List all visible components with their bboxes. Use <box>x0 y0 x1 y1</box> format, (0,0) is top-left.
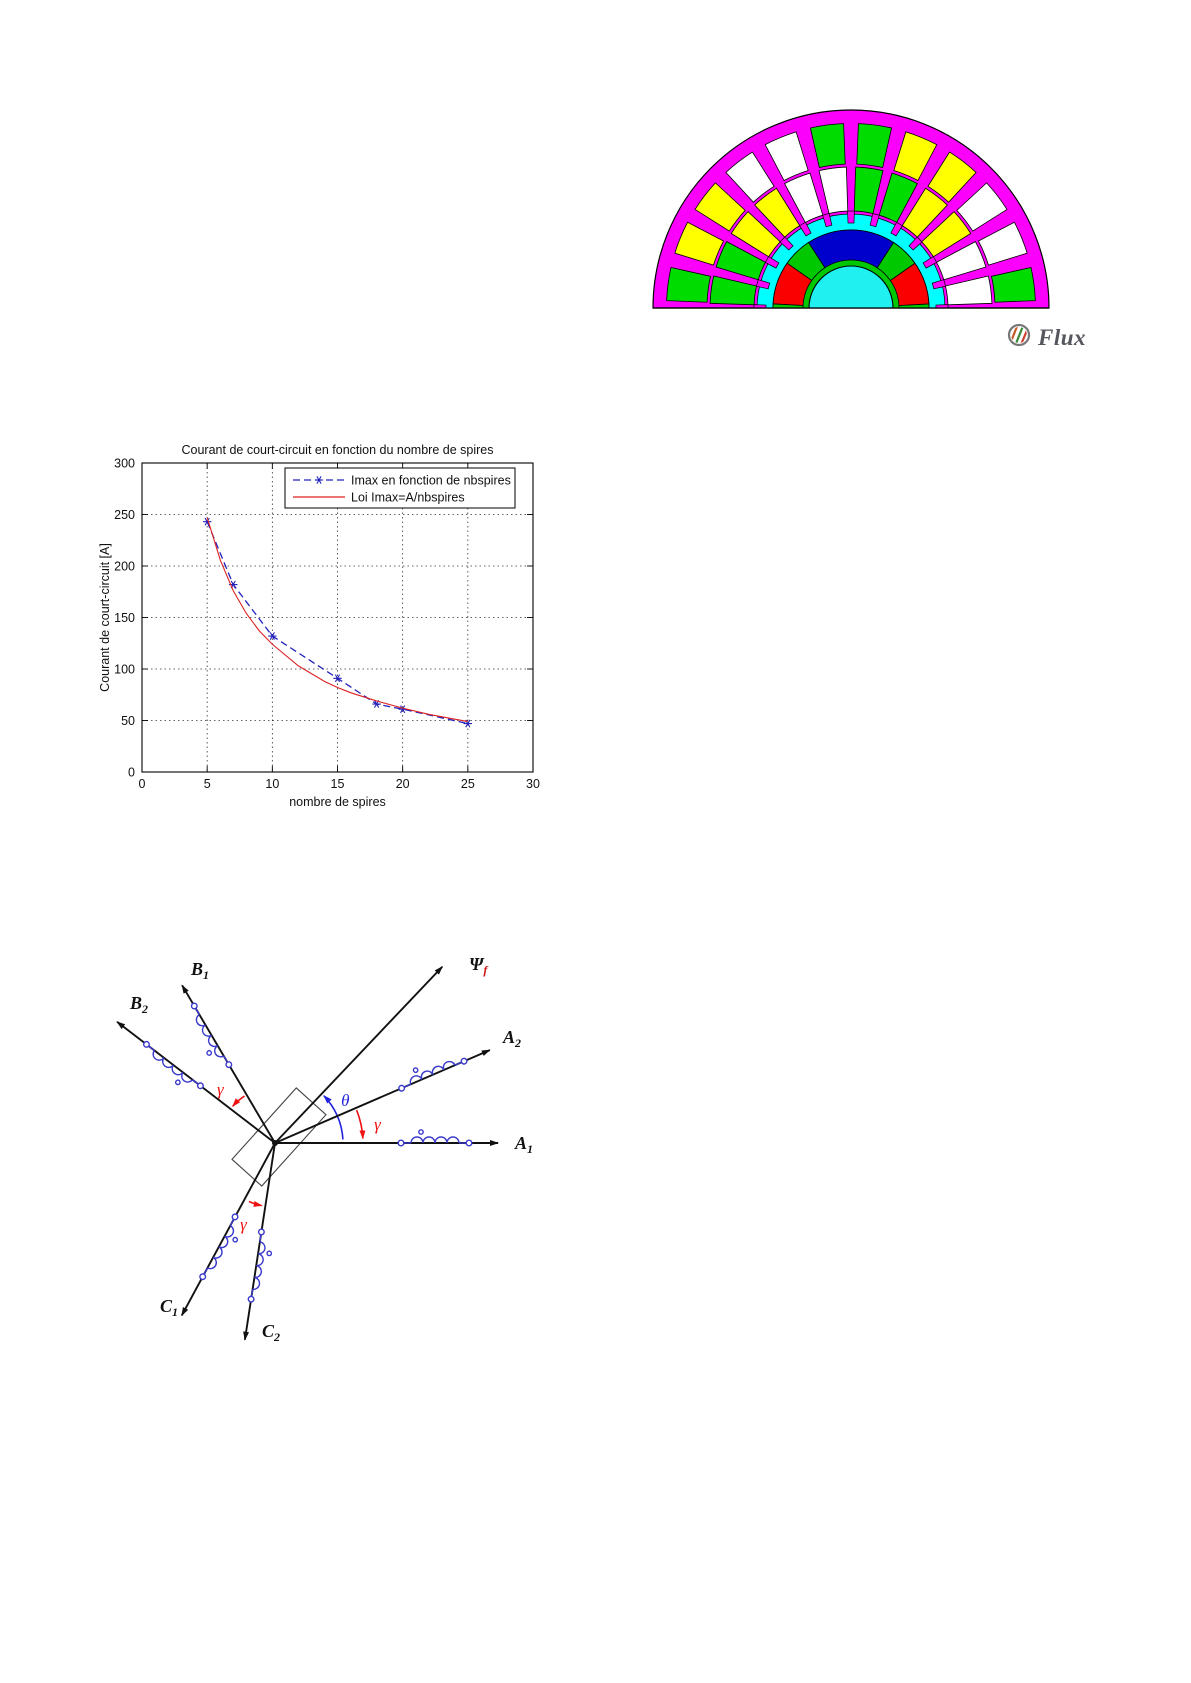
slot-outer-6 <box>809 123 846 169</box>
axis-label-C1: C1 <box>160 1296 178 1319</box>
angle-arc-3 <box>248 1200 263 1207</box>
slot-outer-8 <box>725 151 775 203</box>
axis-label-C2: C2 <box>262 1321 280 1344</box>
short-circuit-chart-figure: 0 5 10 15 20 25 30 0 50 100 150 200 250 300 Courant de… <box>95 440 555 815</box>
slot-outer-7 <box>764 131 809 182</box>
legend-entry-0: Imax en fonction de nbspires <box>351 474 511 488</box>
svg-text:200: 200 <box>114 560 135 574</box>
axis-C1 <box>180 1142 276 1317</box>
chart-xlabel: nombre de spires <box>289 795 386 809</box>
svg-text:15: 15 <box>331 777 345 791</box>
svg-text:0: 0 <box>128 766 135 780</box>
axis-psi <box>274 966 443 1144</box>
axis-label-B1: B1 <box>190 959 209 982</box>
axis-label-A2: A2 <box>502 1027 521 1050</box>
svg-text:100: 100 <box>114 663 135 677</box>
slot-outer-11 <box>666 266 712 303</box>
rotor-magnets <box>772 229 930 309</box>
chart-series-0 <box>202 517 473 728</box>
slot-outer-5 <box>856 123 893 169</box>
flux-logo-text: Flux <box>1038 324 1087 350</box>
coil-symbol <box>397 1129 473 1147</box>
slot-outer-9 <box>694 182 746 232</box>
coil-symbol <box>247 1228 273 1303</box>
coil-symbol <box>142 1040 204 1090</box>
chart-legend: Imax en fonction de nbspires Loi Imax=A/n… <box>284 467 516 509</box>
angle-label-0: γ <box>374 1115 382 1134</box>
angle-arc-0 <box>355 1109 366 1140</box>
slot-outer-1 <box>977 221 1028 266</box>
axis-label-psi: Ψf <box>469 954 488 977</box>
svg-text:250: 250 <box>114 508 135 522</box>
motor-cross-section-figure <box>640 98 1070 316</box>
rotor-rectangle <box>231 1087 327 1187</box>
angle-label-3: γ <box>240 1215 248 1234</box>
legend-entry-1: Loi Imax=A/nbspires <box>351 491 465 505</box>
slot-outer-3 <box>927 151 977 203</box>
stator-tooth-tips <box>753 210 949 309</box>
svg-text:50: 50 <box>121 714 135 728</box>
angle-arc-2 <box>232 1095 245 1108</box>
axis-label-B2: B2 <box>129 993 148 1016</box>
chart-series-1 <box>206 517 468 723</box>
flux-logo-icon-svg <box>1007 323 1031 347</box>
phasor-winding-diagram-figure: γ θ γ γ A1 A2 Ψf B1 B2 C1 C2 <box>88 878 548 1378</box>
axis-ticks <box>141 462 534 773</box>
svg-text:10: 10 <box>265 777 279 791</box>
svg-text:25: 25 <box>461 777 475 791</box>
axis-label-A1: A1 <box>514 1133 533 1156</box>
angle-label-1: θ <box>341 1091 349 1110</box>
axis-A2 <box>274 1049 491 1144</box>
coil-symbol <box>398 1057 468 1092</box>
svg-text:150: 150 <box>114 611 135 625</box>
svg-text:5: 5 <box>204 777 211 791</box>
flux-logo: Flux <box>1006 322 1086 353</box>
slot-outer-2 <box>956 182 1008 232</box>
motor-svg <box>652 109 1050 309</box>
svg-text:0: 0 <box>139 777 146 791</box>
slot-outer-4 <box>893 131 938 182</box>
chart-ylabel: Courant de court-circuit [A] <box>98 543 112 692</box>
origin-point <box>272 1140 278 1146</box>
chart-title: Courant de court-circuit en fonction du … <box>182 443 494 457</box>
stator-slots <box>666 123 1036 306</box>
svg-text:30: 30 <box>526 777 540 791</box>
slot-outer-0 <box>990 266 1036 303</box>
svg-text:300: 300 <box>114 457 135 471</box>
vector-svg: γ θ γ γ A1 A2 Ψf B1 B2 C1 C2 <box>116 954 533 1344</box>
coil-symbol <box>190 1002 233 1069</box>
coil-symbol <box>199 1213 239 1281</box>
flux-logo-icon <box>1006 322 1032 353</box>
slot-outer-10 <box>674 221 725 266</box>
shaft <box>808 265 894 309</box>
svg-text:20: 20 <box>396 777 410 791</box>
angle-label-2: γ <box>217 1080 225 1099</box>
